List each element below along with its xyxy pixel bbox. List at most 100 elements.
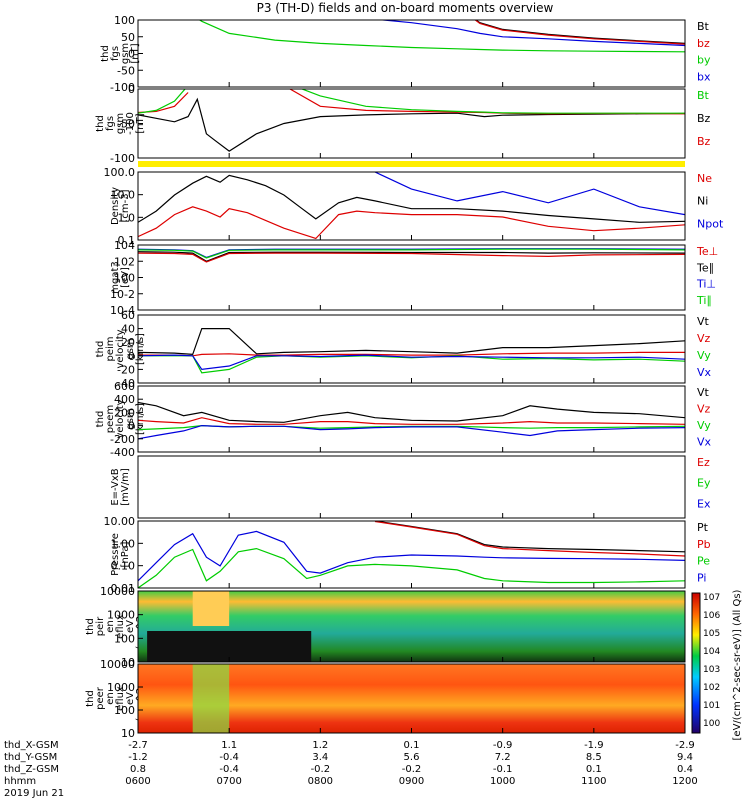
series-line-Pt [374, 521, 685, 553]
footer-value: -0.4 [219, 752, 239, 763]
ytick-label: -400 [110, 446, 135, 459]
footer-row-label: hhmm [4, 776, 36, 787]
ytick-label: 1.00 [111, 537, 136, 550]
panel-pressure: Pressure [nPa] 10.00 1.00 0.10 0.01 Pt Pb Pe Pi [104, 515, 711, 595]
ytick-label: 10.00 [104, 515, 136, 528]
footer-value: 7.2 [495, 752, 511, 763]
panel-ylabel: [nT] [130, 43, 141, 63]
ytick-label: -100 [110, 81, 135, 94]
panel-ylabel: -100 [125, 112, 136, 135]
ytick-label: 50 [121, 31, 135, 44]
panel-ylabel: en [105, 620, 116, 633]
footer-value: 0800 [308, 776, 333, 787]
colorbar-tick: 104 [703, 647, 720, 657]
panel-ylabel: E=-VxB [110, 468, 121, 505]
footer-value: 1200 [672, 776, 697, 787]
legend-Ti∥: Ti∥ [696, 294, 712, 307]
ytick-label: 100 [114, 704, 135, 717]
footer-value: 0900 [399, 776, 424, 787]
series-line-Vx [138, 424, 685, 440]
panel-ylabel: peim [105, 336, 116, 361]
legend-Vy: Vy [697, 349, 711, 362]
ytick-label: -20 [117, 363, 135, 376]
footer-value: -0.9 [493, 740, 513, 751]
ytick-label: -100 [110, 152, 135, 165]
legend-Vx: Vx [697, 366, 712, 379]
footer-value: -0.1 [493, 764, 513, 775]
legend-Vz: Vz [697, 403, 711, 416]
series-line-Ne [138, 206, 685, 240]
panel-frame [137, 385, 686, 453]
ytick-label: 0.10 [111, 560, 136, 573]
series-line-Vy [138, 355, 685, 374]
legend-Ni: Ni [697, 195, 708, 208]
panel-ylabel: thd [85, 690, 96, 707]
ytick-label: 1.0 [118, 211, 136, 224]
panel-ylabel: [mV/m] [120, 468, 131, 506]
panel-ylabel: gsm [125, 408, 136, 429]
ytick-label: 40 [121, 323, 135, 336]
panel-ylabel: [nPa] [120, 541, 131, 567]
legend-Vz: Vz [697, 332, 711, 345]
ytick-label: 1000 [107, 609, 135, 622]
ytick-label: 10-4 [110, 304, 135, 317]
footer-value: -2.7 [128, 740, 148, 751]
legend-bz: bz [697, 37, 710, 50]
ytick-label: 10000 [100, 585, 135, 598]
legend-Ne: Ne [697, 172, 712, 185]
panel-frame [137, 88, 686, 159]
panel-ylabel: peem [105, 405, 116, 433]
ytick-label: -40 [117, 377, 135, 390]
legend-Ez: Ez [697, 456, 710, 469]
footer-row-label: thd_Z-GSM [4, 764, 59, 775]
panel-ylabel: eflux [115, 686, 126, 711]
ytick-label: 1000 [107, 681, 135, 694]
series-line-Pe [138, 547, 685, 588]
footer-value: 3.4 [312, 752, 328, 763]
series-line-bz [474, 20, 685, 45]
panel-frame [137, 19, 686, 88]
series-line-Npot [374, 172, 685, 216]
ytick-label: 10000 [100, 658, 135, 671]
footer-value: 1.2 [312, 740, 328, 751]
ytick-label: 100.0 [104, 166, 136, 179]
colorbar-tick: 107 [703, 593, 720, 603]
series-line-Vz [138, 417, 685, 425]
footer-value: 0.4 [677, 764, 693, 775]
panel-frame [137, 314, 686, 384]
ytick-label: 102 [114, 255, 135, 268]
ytick-label: 0.01 [111, 582, 136, 595]
ytick-label: 10 [121, 727, 135, 740]
panel-ylabel: fgs [110, 46, 121, 61]
ytick-label: 600 [114, 380, 135, 393]
footer-value: -0.2 [311, 764, 331, 775]
series-line-by [138, 89, 685, 114]
panel-ylabel: Density [110, 187, 121, 225]
panel-ylabel: velocity [115, 399, 126, 438]
ytick-label: 400 [114, 393, 135, 406]
series-line-Vz [138, 351, 685, 357]
panel-peer_spectrogram: thdpeerenefluxeV(cm^2-s-sr-eV)1000010001… [85, 658, 686, 740]
legend-by: by [697, 54, 711, 67]
legend-Te∥: Te∥ [696, 261, 714, 274]
spectrogram-hot-spot [192, 591, 230, 626]
panel-density: Density [cm-3] 100.0 10.0 1.0 0.1 Ne Ni Npot [104, 166, 724, 247]
footer-value: -1.2 [128, 752, 148, 763]
series-line-Ni [138, 174, 685, 223]
panel-ylabel: thd [95, 341, 106, 358]
panel-ylabel: peir [95, 616, 106, 636]
footer-row-label: thd_Y-GSM [4, 752, 57, 763]
footer-value: 9.4 [677, 752, 693, 763]
legend-bx: bx [697, 70, 711, 83]
spectrogram-band [192, 664, 230, 733]
colorbar-label: [eV/(cm^2-sec-sr-eV)] (All Qs) [732, 589, 743, 740]
ytick-label: -50 [117, 64, 135, 77]
ytick-label: 0 [128, 83, 135, 96]
legend-Ti⊥: Ti⊥ [696, 278, 716, 291]
series-line-Pi [138, 530, 685, 582]
ytick-label: 10 [121, 656, 135, 669]
panel-ylabel: eflux [115, 614, 126, 639]
colorbar-tick: 102 [703, 683, 720, 693]
